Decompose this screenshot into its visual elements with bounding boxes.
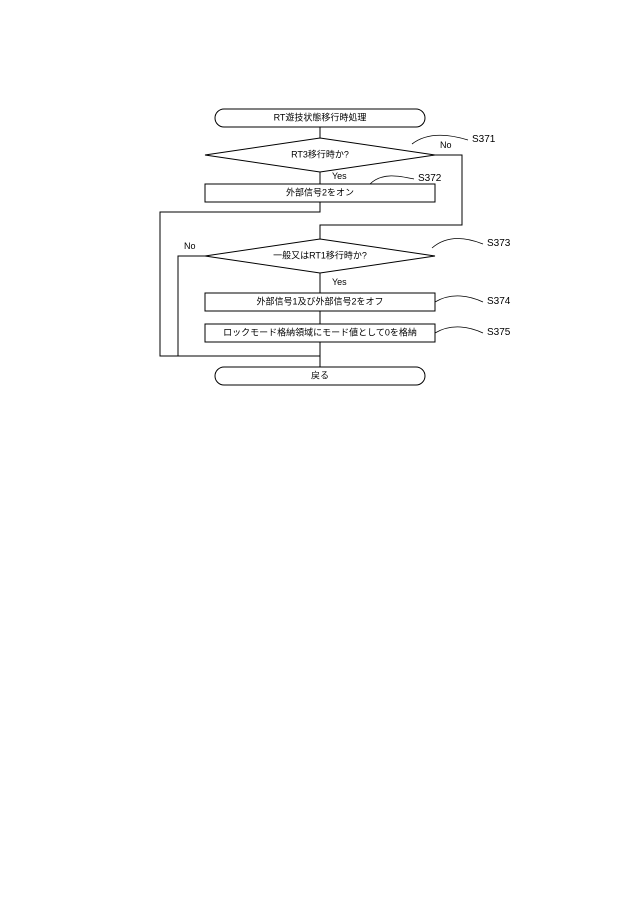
svg-text:Yes: Yes bbox=[332, 171, 347, 181]
svg-text:外部信号1及び外部信号2をオフ: 外部信号1及び外部信号2をオフ bbox=[256, 295, 383, 306]
svg-text:Yes: Yes bbox=[332, 277, 347, 287]
step-ref-S373: S373 bbox=[432, 238, 511, 249]
svg-text:RT遊技状態移行時処理: RT遊技状態移行時処理 bbox=[274, 111, 367, 122]
svg-text:戻る: 戻る bbox=[311, 369, 329, 380]
svg-text:RT3移行時か?: RT3移行時か? bbox=[291, 148, 349, 159]
node-p2: 外部信号1及び外部信号2をオフ bbox=[205, 293, 435, 311]
step-ref-S374: S374 bbox=[435, 296, 511, 307]
svg-text:No: No bbox=[440, 140, 452, 150]
svg-text:No: No bbox=[184, 241, 196, 251]
node-start: RT遊技状態移行時処理 bbox=[215, 109, 425, 127]
edge-1: Yes bbox=[320, 171, 347, 184]
node-d2: 一般又はRT1移行時か? bbox=[205, 239, 435, 273]
node-p3: ロックモード格納領域にモード値として0を格納 bbox=[205, 324, 435, 342]
svg-text:一般又はRT1移行時か?: 一般又はRT1移行時か? bbox=[273, 249, 367, 260]
svg-text:S371: S371 bbox=[472, 134, 496, 145]
svg-text:S374: S374 bbox=[487, 296, 511, 307]
node-p1: 外部信号2をオン bbox=[205, 184, 435, 202]
svg-text:S372: S372 bbox=[418, 173, 442, 184]
node-d1: RT3移行時か? bbox=[205, 138, 435, 172]
step-ref-S371: S371 bbox=[412, 134, 496, 145]
edge-4: Yes bbox=[320, 273, 347, 293]
svg-text:ロックモード格納領域にモード値として0を格納: ロックモード格納領域にモード値として0を格納 bbox=[223, 326, 417, 337]
step-ref-S375: S375 bbox=[435, 327, 511, 338]
svg-text:S373: S373 bbox=[487, 238, 511, 249]
svg-text:S375: S375 bbox=[487, 327, 511, 338]
flowchart-canvas: Yes No Yes No RT遊技状態移行時処理 RT3移行時か? 外部信号2をオン一般又… bbox=[0, 0, 640, 900]
svg-text:外部信号2をオン: 外部信号2をオン bbox=[286, 186, 354, 197]
step-ref-S372: S372 bbox=[370, 173, 442, 184]
node-end: 戻る bbox=[215, 367, 425, 385]
